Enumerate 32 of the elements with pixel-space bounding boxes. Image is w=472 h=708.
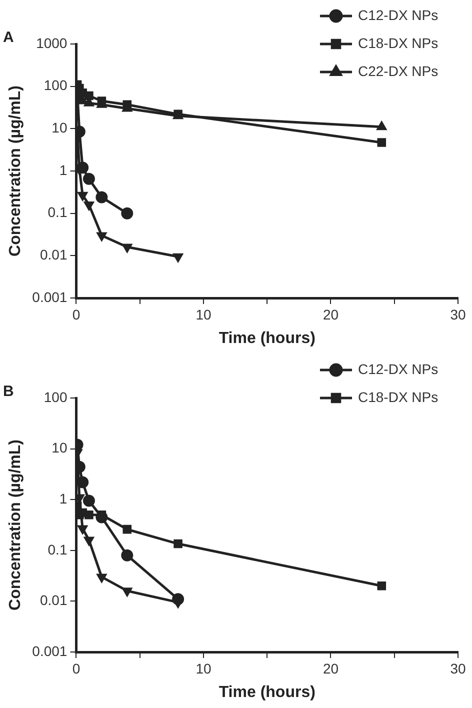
x-tick-label: 10 xyxy=(196,660,212,676)
y-tick-label: 0.001 xyxy=(32,642,68,659)
y-axis-title: Concentration (µg/mL) xyxy=(7,86,24,256)
chart-title: A xyxy=(3,29,14,46)
y-tick-label: 1 xyxy=(59,162,68,178)
x-axis-title: Time (hours) xyxy=(218,330,316,347)
y-tick-label: 1 xyxy=(59,490,68,506)
y-tick-label: 0.1 xyxy=(48,204,68,220)
y-tick-label: 100 xyxy=(44,388,68,405)
x-tick-label: 20 xyxy=(322,660,339,676)
y-tick-label: 0.01 xyxy=(40,592,68,608)
legend-label: C18-DX NPs xyxy=(358,34,438,51)
x-tick-label: 10 xyxy=(196,306,212,322)
legend-label: C12-DX NPs xyxy=(358,360,438,377)
y-tick-label: 10 xyxy=(52,440,68,456)
y-axis-title: Concentration (µg/mL) xyxy=(7,440,24,610)
x-tick-label: 20 xyxy=(322,306,339,322)
legend-label: C12-DX NPs xyxy=(358,6,438,23)
y-tick-label: 100 xyxy=(44,77,68,94)
y-tick-label: 0.1 xyxy=(48,541,68,558)
x-tick-label: 0 xyxy=(72,306,80,322)
y-tick-label: 0.01 xyxy=(40,246,68,263)
x-tick-label: 30 xyxy=(450,306,466,322)
legend-label: C18-DX NPs xyxy=(358,388,438,405)
y-tick-label: 1000 xyxy=(36,34,68,51)
chart-title: B xyxy=(3,383,14,400)
y-tick-label: 0.001 xyxy=(32,288,68,305)
x-tick-label: 0 xyxy=(72,660,80,676)
x-axis-title: Time (hours) xyxy=(218,684,316,701)
legend-label: C22-DX NPs xyxy=(358,62,438,79)
y-tick-label: 10 xyxy=(52,120,68,136)
x-tick-label: 30 xyxy=(450,660,466,676)
